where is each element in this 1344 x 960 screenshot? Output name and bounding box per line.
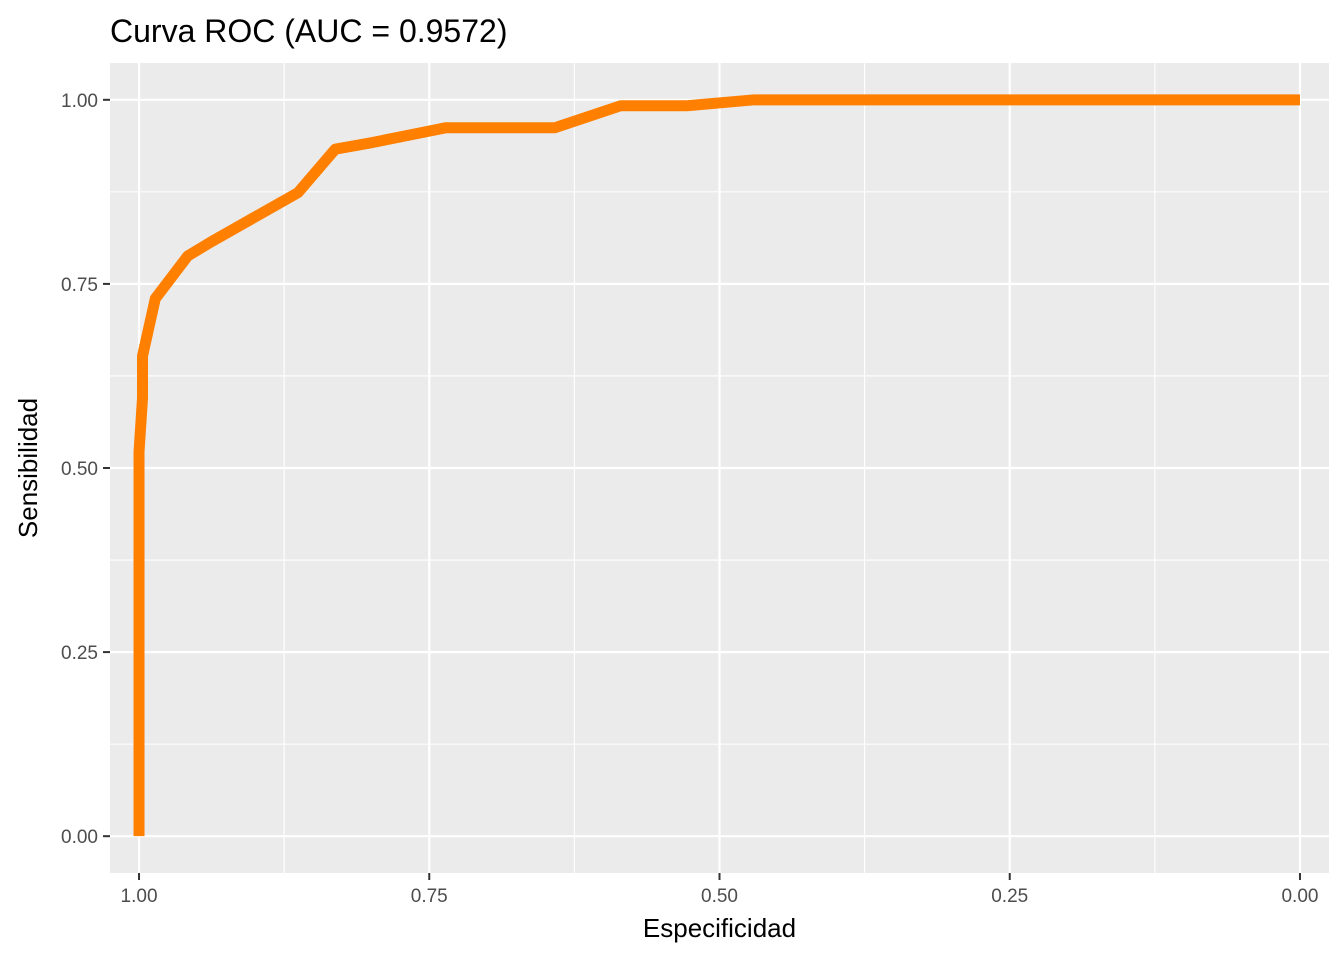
roc-curve-line [133, 94, 1300, 837]
x-tick-label: 0.50 [701, 886, 738, 907]
y-tick-label: 1.00 [61, 91, 98, 112]
y-tick-label: 0.50 [61, 459, 98, 480]
y-tick-label: 0.25 [61, 643, 98, 664]
y-tick-label: 0.00 [61, 827, 98, 848]
x-axis: 1.00 0.75 0.50 0.25 0.00 [121, 873, 1318, 907]
x-axis-title: Especificidad [643, 913, 796, 943]
x-tick-label: 0.25 [991, 886, 1028, 907]
y-axis: 0.00 0.25 0.50 0.75 1.00 [61, 91, 110, 848]
grid-major [110, 63, 1329, 873]
chart-title: Curva ROC (AUC = 0.9572) [110, 13, 507, 49]
x-tick-label: 1.00 [121, 886, 158, 907]
x-tick-label: 0.75 [411, 886, 448, 907]
x-tick-label: 0.00 [1281, 886, 1318, 907]
y-axis-title: Sensibilidad [13, 398, 43, 538]
y-tick-label: 0.75 [61, 275, 98, 296]
series-layer [133, 94, 1300, 837]
